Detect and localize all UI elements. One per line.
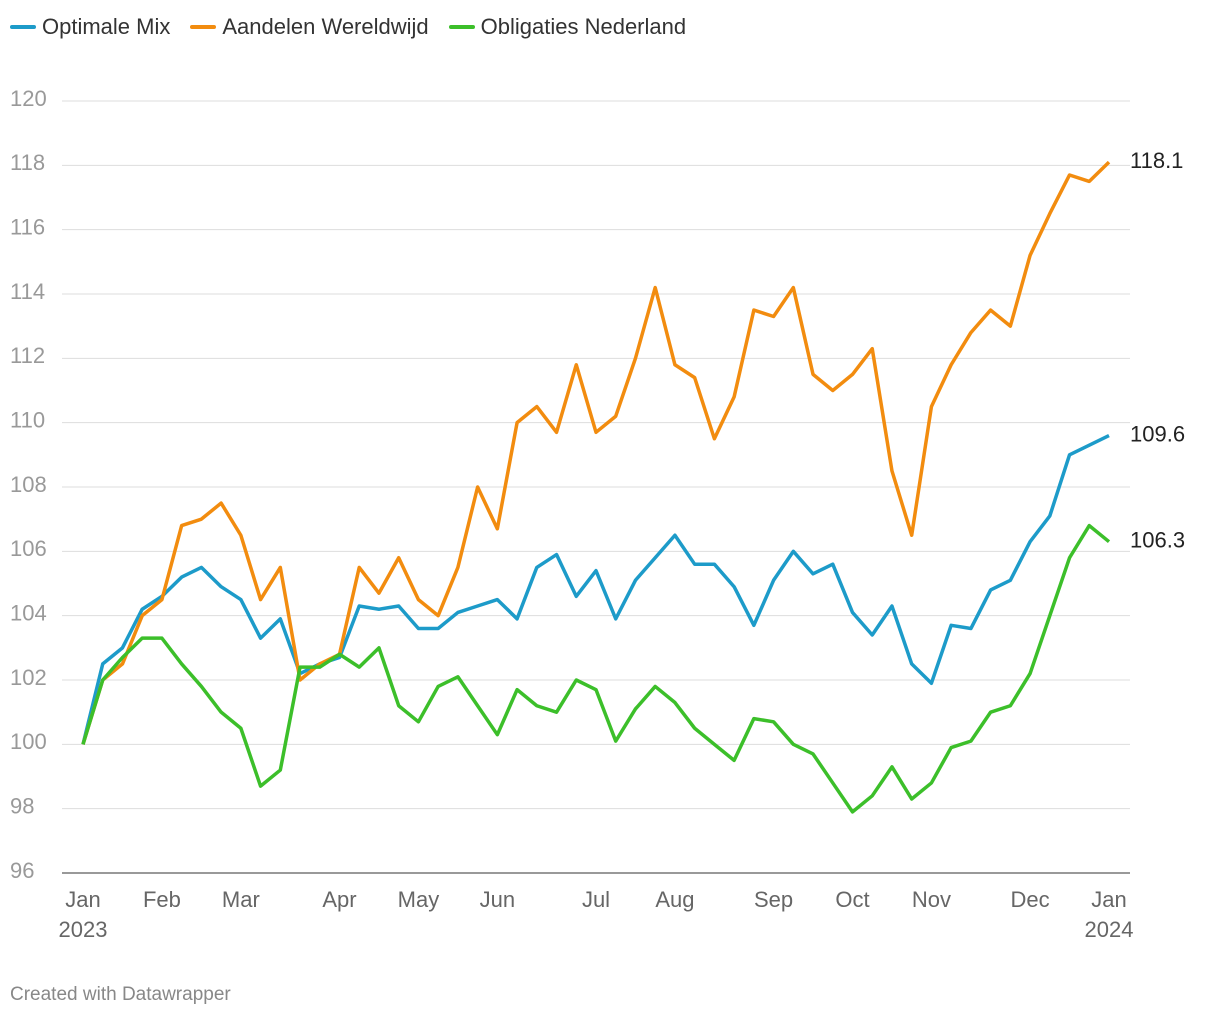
x-tick-label: Nov [911,887,951,912]
y-tick-label: 106 [10,536,47,561]
series-line [81,523,1111,814]
y-tick-label: 114 [10,279,45,304]
x-tick-label: Mar [221,887,260,912]
legend-item: Aandelen Wereldwijd [190,14,429,40]
y-tick-label: 110 [10,407,45,432]
legend-swatch [448,25,475,29]
y-tick-label: 108 [10,472,47,497]
x-tick-label: May [397,887,440,912]
y-tick-label: 102 [10,665,47,690]
x-tick-label: Sep [753,887,794,912]
legend-item: Optimale Mix [10,14,170,40]
y-tick-label: 118 [10,150,45,175]
x-tick-label: Apr [322,887,357,912]
legend-swatch [10,25,36,29]
y-tick-label: 100 [10,729,47,754]
legend-label: Optimale Mix [42,14,171,39]
y-tick-label: 120 [10,86,47,111]
series-line [81,433,1110,745]
x-tick-label: Dec [1010,887,1050,912]
x-tick-label: Jul [581,887,611,912]
x-tick-label: Feb [142,887,181,912]
x-tick-label: Jan 2024 [1084,887,1134,942]
x-tick-label: Jun [479,887,516,912]
legend-label: Obligaties Nederland [480,14,687,39]
x-tick-label: Jan 2023 [58,887,108,942]
legend-label: Aandelen Wereldwijd [222,14,429,39]
end-label: 109.6 [1130,421,1185,446]
end-label: 106.3 [1130,527,1185,552]
x-tick-label: Aug [655,887,695,912]
legend-swatch [190,25,217,29]
y-tick-label: 104 [10,600,47,625]
legend: Optimale Mix Aandelen Wereldwijd Obligatie… [10,14,686,40]
y-tick-label: 98 [10,793,34,818]
x-tick-label: Oct [835,887,870,912]
legend-item: Obligaties Nederland [448,14,687,40]
series-line [81,160,1111,745]
y-tick-label: 96 [10,858,34,883]
y-tick-label: 116 [10,214,45,239]
credit: Created with Datawrapper [10,984,231,1005]
y-tick-label: 112 [10,343,45,368]
end-label: 118.1 [1130,148,1183,173]
